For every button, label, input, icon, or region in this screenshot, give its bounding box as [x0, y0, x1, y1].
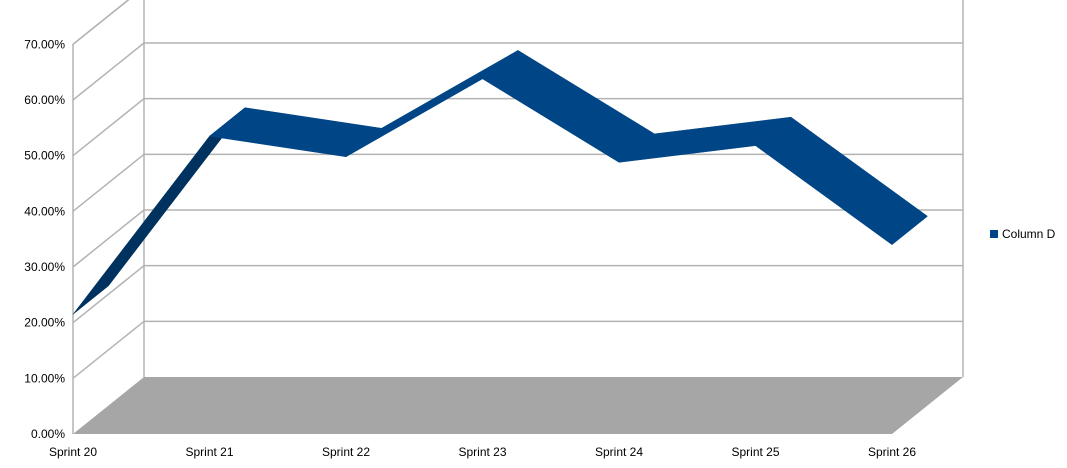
gridline — [72, 209, 963, 268]
gridline — [72, 42, 963, 101]
x-tick-label: Sprint 22 — [322, 445, 370, 459]
legend-label: Column D — [1002, 227, 1056, 241]
ribbon-segment — [482, 50, 655, 163]
x-tick-label: Sprint 20 — [49, 445, 97, 459]
gridline — [72, 0, 130, 45]
x-tick-label: Sprint 21 — [185, 445, 233, 459]
ribbon-segment — [755, 116, 928, 245]
y-tick-label: 20.00% — [24, 316, 65, 330]
y-tick-label: 10.00% — [24, 371, 65, 385]
gridline — [72, 97, 963, 157]
gridline — [72, 320, 963, 379]
gridlines — [72, 0, 963, 379]
x-tick-label: Sprint 26 — [868, 445, 916, 459]
y-tick-label: 50.00% — [24, 149, 65, 163]
ribbon-segment — [345, 50, 519, 158]
back-wall — [962, 0, 964, 377]
gridline — [72, 264, 963, 324]
y-axis-ticks: 0.00% 10.00% 20.00% 30.00% 40.00% 50.00% 60.00… — [24, 37, 65, 441]
x-tick-label: Sprint 23 — [458, 445, 506, 459]
y-tick-label: 60.00% — [24, 93, 65, 107]
gridline — [72, 153, 963, 212]
legend: Column D — [990, 227, 1055, 241]
y-tick-label: 70.00% — [24, 37, 65, 51]
legend-swatch — [990, 230, 998, 238]
y-tick-label: 30.00% — [24, 260, 65, 274]
x-tick-label: Sprint 24 — [595, 445, 643, 459]
y-tick-label: 40.00% — [24, 204, 65, 218]
ribbon-segment — [72, 107, 246, 315]
y-tick-label: 0.00% — [31, 427, 65, 441]
chart-floor — [73, 377, 963, 434]
floor-plane — [73, 377, 963, 434]
x-axis-ticks: Sprint 20 Sprint 21 Sprint 22 Sprint 23 Spri… — [49, 445, 916, 459]
x-tick-label: Sprint 25 — [731, 445, 779, 459]
series-ribbon — [72, 50, 928, 315]
